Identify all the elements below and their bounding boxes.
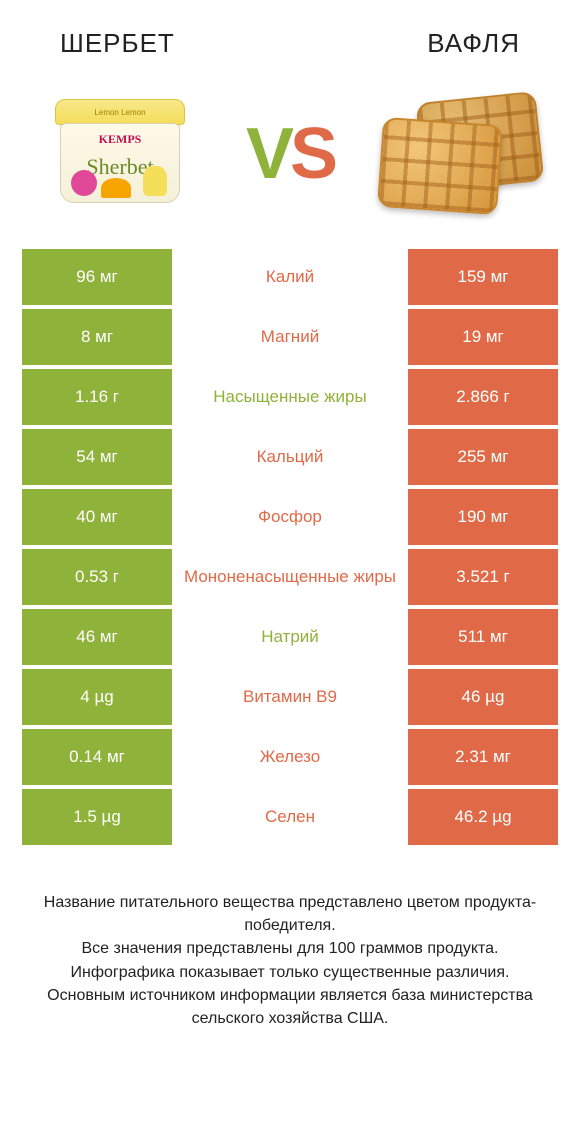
table-row: 8 мгМагний19 мг <box>22 309 558 365</box>
waffle-image <box>380 89 540 219</box>
table-row: 0.14 мгЖелезо2.31 мг <box>22 729 558 785</box>
right-value: 511 мг <box>408 609 558 665</box>
footer-note: Название питательного вещества представл… <box>0 849 580 1030</box>
right-value: 46.2 µg <box>408 789 558 845</box>
fruit-icon <box>143 166 167 196</box>
sherbet-lid: Lemon Lemon <box>55 99 185 125</box>
nutrient-label: Витамин B9 <box>172 669 408 725</box>
table-row: 1.5 µgСелен46.2 µg <box>22 789 558 845</box>
left-value: 1.5 µg <box>22 789 172 845</box>
right-value: 46 µg <box>408 669 558 725</box>
table-row: 4 µgВитамин B946 µg <box>22 669 558 725</box>
right-value: 2.866 г <box>408 369 558 425</box>
table-row: 96 мгКалий159 мг <box>22 249 558 305</box>
left-value: 8 мг <box>22 309 172 365</box>
title-right: ВАФЛЯ <box>427 28 520 59</box>
nutrient-label: Мононенасыщенные жиры <box>172 549 408 605</box>
sherbet-cup: KEMPS Sherbet <box>60 123 180 203</box>
nutrient-label: Насыщенные жиры <box>172 369 408 425</box>
table-row: 40 мгФосфор190 мг <box>22 489 558 545</box>
footer-line: Инфографика показывает только существенн… <box>28 961 552 984</box>
vs-label: VS <box>246 118 334 190</box>
fruit-icon <box>101 178 131 198</box>
nutrient-label: Натрий <box>172 609 408 665</box>
vs-v: V <box>246 114 290 194</box>
left-value: 0.53 г <box>22 549 172 605</box>
table-row: 54 мгКальций255 мг <box>22 429 558 485</box>
nutrient-label: Фосфор <box>172 489 408 545</box>
left-value: 54 мг <box>22 429 172 485</box>
nutrient-label: Магний <box>172 309 408 365</box>
header: ШЕРБЕТ ВАФЛЯ <box>0 0 580 69</box>
footer-line: Основным источником информации является … <box>28 984 552 1030</box>
footer-line: Название питательного вещества представл… <box>28 891 552 937</box>
right-value: 19 мг <box>408 309 558 365</box>
right-value: 2.31 мг <box>408 729 558 785</box>
sherbet-brand: KEMPS <box>61 132 179 147</box>
nutrient-label: Селен <box>172 789 408 845</box>
nutrient-label: Калий <box>172 249 408 305</box>
left-value: 40 мг <box>22 489 172 545</box>
hero: Lemon Lemon KEMPS Sherbet VS <box>0 69 580 249</box>
footer-line: Все значения представлены для 100 граммо… <box>28 937 552 960</box>
left-value: 96 мг <box>22 249 172 305</box>
left-value: 0.14 мг <box>22 729 172 785</box>
table-row: 0.53 гМононенасыщенные жиры3.521 г <box>22 549 558 605</box>
left-value: 1.16 г <box>22 369 172 425</box>
waffle-icon <box>377 117 503 215</box>
table-row: 1.16 гНасыщенные жиры2.866 г <box>22 369 558 425</box>
fruit-icon <box>71 170 97 196</box>
nutrient-label: Кальций <box>172 429 408 485</box>
right-value: 190 мг <box>408 489 558 545</box>
left-value: 46 мг <box>22 609 172 665</box>
nutrient-label: Железо <box>172 729 408 785</box>
right-value: 159 мг <box>408 249 558 305</box>
title-left: ШЕРБЕТ <box>60 28 175 59</box>
comparison-table: 96 мгКалий159 мг8 мгМагний19 мг1.16 гНас… <box>0 249 580 845</box>
right-value: 255 мг <box>408 429 558 485</box>
right-value: 3.521 г <box>408 549 558 605</box>
vs-s: S <box>290 114 334 194</box>
sherbet-image: Lemon Lemon KEMPS Sherbet <box>40 89 200 219</box>
left-value: 4 µg <box>22 669 172 725</box>
table-row: 46 мгНатрий511 мг <box>22 609 558 665</box>
